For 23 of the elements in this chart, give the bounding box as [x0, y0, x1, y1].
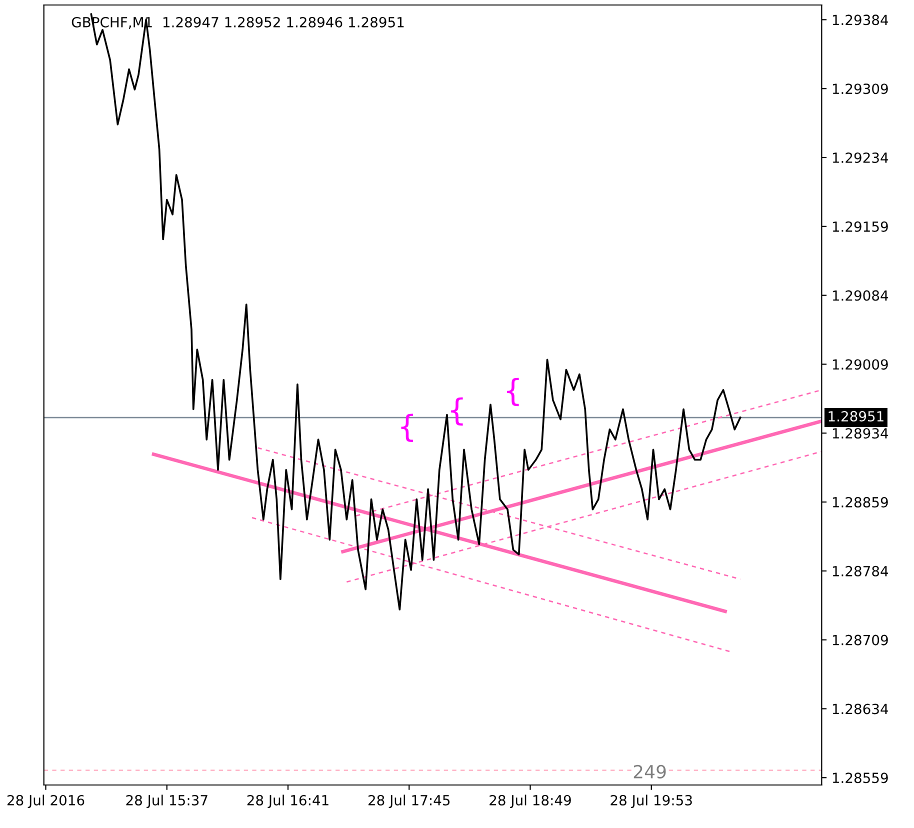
annotation: {	[450, 397, 463, 426]
y-tick-label: 1.29384	[832, 14, 888, 26]
x-tick-label: 28 Jul 2016	[7, 794, 84, 808]
x-tick-label: 28 Jul 15:37	[126, 794, 208, 808]
y-tick-label: 1.29084	[832, 290, 888, 301]
annotation: 249	[634, 764, 666, 779]
y-tick-label: 1.29159	[832, 221, 888, 232]
y-tick-label: 1.28634	[832, 704, 888, 714]
x-tick-label: 28 Jul 16:41	[247, 794, 328, 808]
y-tick-label: 1.28934	[832, 428, 888, 439]
x-tick-label: 28 Jul 17:45	[368, 794, 450, 808]
ref-line-label: 1.28951	[828, 411, 884, 422]
y-tick-label: 1.29234	[832, 152, 888, 163]
y-tick-label: 1.29009	[832, 359, 888, 370]
y-tick-label: 1.28859	[832, 497, 888, 508]
annotation: {	[401, 414, 414, 442]
y-tick-label: 1.28559	[832, 772, 888, 784]
y-tick-label: 1.28709	[832, 634, 888, 646]
y-tick-label: 1.28784	[832, 566, 888, 576]
x-tick-label: 28 Jul 19:53	[610, 794, 692, 808]
x-tick-label: 28 Jul 18:49	[490, 794, 571, 808]
y-tick-label: 1.29309	[832, 84, 888, 94]
annotation: {	[506, 378, 519, 406]
